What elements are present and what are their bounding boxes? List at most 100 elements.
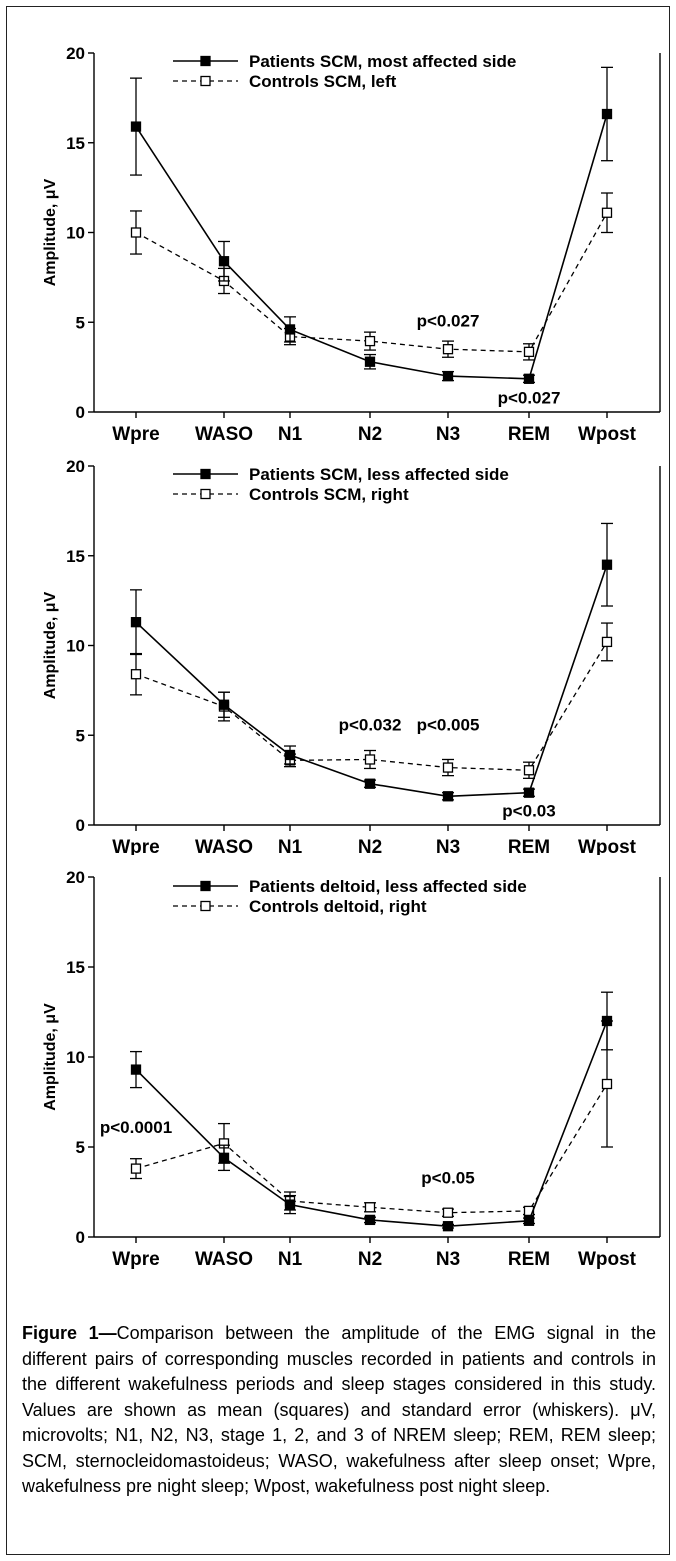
legend-label: Controls SCM, right: [249, 485, 409, 504]
data-point-patients: [601, 1015, 613, 1027]
data-point-patients: [442, 370, 454, 382]
y-tick-label: 10: [66, 1048, 85, 1067]
legend-label: Patients SCM, most affected side: [249, 52, 516, 71]
x-tick-label: N2: [358, 1249, 382, 1270]
x-tick-label: Wpost: [578, 837, 637, 855]
x-tick-label: Wpre: [112, 424, 160, 445]
figure-frame: [6, 6, 670, 1555]
legend-marker: [200, 488, 211, 500]
y-tick-label: 0: [76, 816, 85, 835]
y-tick-label: 20: [66, 44, 85, 63]
significance-label: p<0.032: [339, 715, 402, 734]
y-tick-label: 15: [66, 958, 85, 977]
x-tick-label: N1: [278, 1249, 303, 1270]
legend-label: Patients deltoid, less affected side: [249, 877, 527, 896]
series-line-controls: [135, 1083, 608, 1214]
data-point-controls: [130, 669, 142, 680]
significance-label: p<0.05: [421, 1169, 474, 1188]
x-tick-label: WASO: [195, 1249, 253, 1270]
y-tick-label: 5: [76, 313, 85, 332]
legend-marker: [200, 75, 211, 87]
series-line-patients: [135, 1020, 608, 1228]
y-tick-label: 0: [76, 1228, 85, 1247]
y-axis-title: Amplitude, μV: [42, 178, 59, 286]
x-tick-label: Wpre: [112, 1249, 160, 1270]
data-point-controls: [601, 636, 613, 648]
y-tick-label: 10: [66, 637, 85, 656]
significance-label: p<0.0001: [100, 1118, 172, 1137]
y-tick-label: 15: [66, 134, 85, 153]
data-point-patients: [364, 356, 376, 367]
legend-marker: [200, 900, 211, 912]
chart-panel-1: 0 5 10 15 20 Wpre WASO N1 N2 N3 REM Wpost Amplitude,…: [42, 44, 661, 445]
data-point-controls: [442, 344, 454, 355]
data-point-controls: [364, 754, 376, 765]
significance-label: p<0.027: [498, 389, 561, 408]
y-tick-label: 15: [66, 547, 85, 566]
y-axis-title: Amplitude, μV: [42, 1003, 59, 1111]
data-point-patients: [218, 256, 230, 267]
data-point-patients: [364, 778, 376, 789]
significance-label: p<0.03: [502, 802, 555, 821]
legend-marker: [200, 880, 211, 892]
y-axis-title: Amplitude, μV: [42, 591, 59, 699]
y-tick-label: 20: [66, 457, 85, 476]
chart-panel-3: 0 5 10 15 20 Wpre WASO N1 N2 N3 REM Wpost Amplitude,…: [42, 868, 661, 1270]
legend-label: Controls deltoid, right: [249, 897, 427, 916]
data-point-patients: [218, 699, 230, 710]
significance-label: p<0.005: [417, 715, 480, 734]
x-tick-label: N1: [278, 837, 303, 855]
data-point-controls: [130, 1163, 142, 1174]
data-point-patients: [601, 559, 613, 570]
y-tick-label: 0: [76, 403, 85, 422]
data-point-patients: [601, 108, 613, 120]
data-point-patients: [130, 617, 142, 628]
data-point-patients: [284, 749, 296, 761]
data-point-controls: [601, 207, 613, 218]
legend-label: Controls SCM, left: [249, 72, 397, 91]
x-tick-label: Wpre: [112, 837, 160, 855]
data-point-patients: [364, 1214, 376, 1226]
data-point-patients: [523, 787, 535, 798]
x-tick-label: REM: [508, 1249, 550, 1270]
x-tick-label: REM: [508, 424, 550, 445]
data-point-controls: [130, 227, 142, 238]
data-point-patients: [284, 324, 296, 335]
data-point-patients: [284, 1199, 296, 1210]
caption-text: Comparison between the amplitude of the …: [22, 1323, 656, 1496]
x-tick-label: Wpost: [578, 1249, 637, 1270]
x-tick-label: N1: [278, 424, 303, 445]
x-tick-label: N2: [358, 424, 382, 445]
x-tick-label: REM: [508, 837, 550, 855]
data-point-controls: [364, 1202, 376, 1213]
data-point-controls: [523, 346, 535, 358]
x-tick-label: N3: [436, 837, 460, 855]
x-tick-label: WASO: [195, 424, 253, 445]
x-tick-label: Wpost: [578, 424, 637, 445]
x-tick-label: N3: [436, 424, 460, 445]
data-point-patients: [130, 121, 142, 132]
x-tick-label: N2: [358, 837, 382, 855]
chart-panel-2: 0 5 10 15 20 Wpre WASO N1 N2 N3 REM Wpost Amplitude,…: [42, 457, 661, 855]
legend-marker: [200, 468, 211, 480]
y-tick-label: 5: [76, 1138, 85, 1157]
data-point-patients: [130, 1064, 142, 1075]
data-point-patients: [523, 373, 535, 384]
data-point-controls: [442, 1207, 454, 1218]
data-point-patients: [523, 1215, 535, 1226]
data-point-patients: [218, 1152, 230, 1163]
y-tick-label: 10: [66, 224, 85, 243]
data-point-controls: [523, 765, 535, 776]
significance-label: p<0.027: [417, 311, 480, 330]
y-tick-label: 20: [66, 868, 85, 887]
figure-caption: Figure 1—Comparison between the amplitud…: [22, 1321, 656, 1500]
x-tick-label: N3: [436, 1249, 460, 1270]
legend-marker: [200, 55, 211, 67]
data-point-patients: [442, 1221, 454, 1232]
data-point-controls: [442, 762, 454, 773]
data-point-controls: [364, 335, 376, 347]
data-point-patients: [442, 791, 454, 802]
legend-label: Patients SCM, less affected side: [249, 465, 509, 484]
data-point-controls: [601, 1078, 613, 1090]
x-tick-label: WASO: [195, 837, 253, 855]
